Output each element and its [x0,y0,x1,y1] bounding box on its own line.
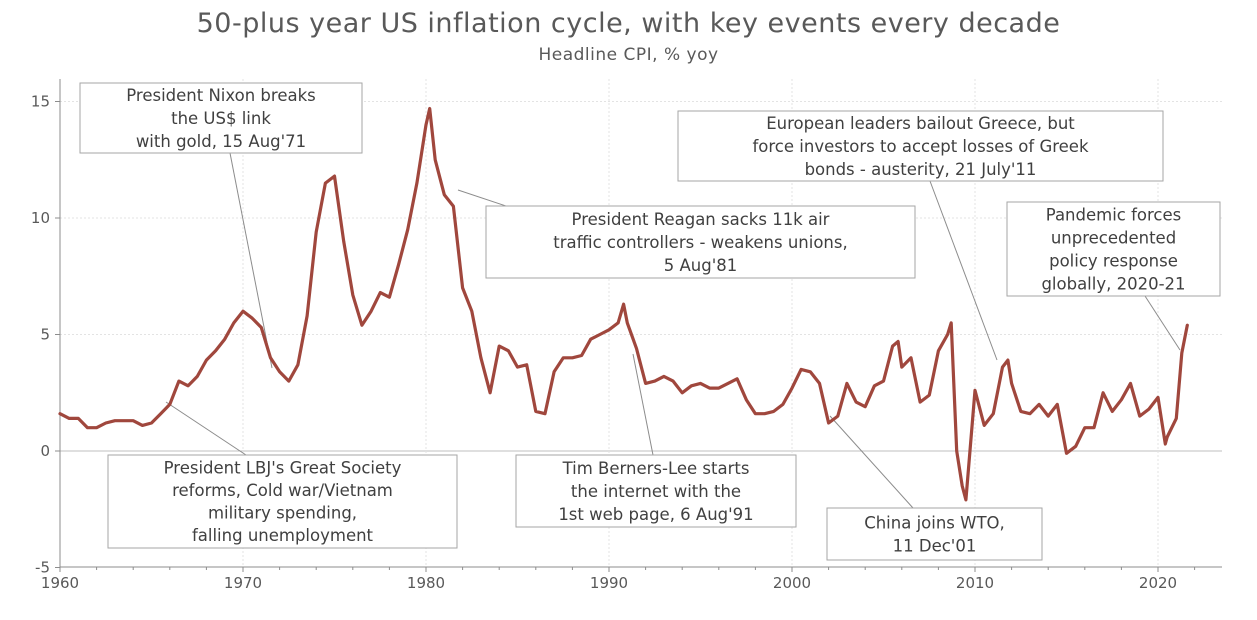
annotation-reagan-line: President Reagan sacks 11k air [572,210,830,229]
x-tick-label: 1960 [41,574,79,592]
grid-lines [60,79,1222,567]
annotation-nixon-leader [229,152,273,369]
annotation-nixon: President Nixon breaks the US$ link with g… [79,82,363,154]
y-tick-label: 10 [31,209,50,227]
annotation-nixon-box [79,82,363,154]
x-tick-label: 2020 [1139,574,1177,592]
annotation-greece-line: bonds - austerity, 21 July'11 [805,160,1037,179]
x-tick-label: 2000 [773,574,811,592]
annotation-lbj-line: reforms, Cold war/Vietnam [172,481,393,500]
annotation-lbj-line: falling unemployment [192,526,374,545]
annotation-lbj-line: military spending, [208,503,357,522]
annotation-greece-line: European leaders bailout Greece, but [766,114,1075,133]
x-tick-label: 1980 [407,574,445,592]
annotation-internet-line: 1st web page, 6 Aug'91 [558,505,753,524]
y-tick-label: 5 [40,326,50,344]
annotation-pandemic: Pandemic forces unprecedented policy respo… [1006,201,1221,297]
annotation-pandemic-line: policy response [1049,251,1178,270]
annotation-pandemic-line: Pandemic forces [1046,205,1182,224]
annotation-internet: Tim Berners-Lee starts the internet with … [515,454,797,528]
annotation-lbj-line: President LBJ's Great Society [164,458,402,477]
annotation-china-wto-box [826,507,1043,561]
x-tick-label: 2010 [956,574,994,592]
annotation-lbj: President LBJ's Great Society reforms, Co… [107,454,458,549]
annotation-greece-box [677,110,1164,182]
annotation-greece-leader [929,180,998,361]
annotation-internet-line: the internet with the [571,482,741,501]
annotation-reagan-line: traffic controllers - weakens unions, [553,233,847,252]
annotation-leader-lines [165,152,1181,509]
y-tick-label: -5 [35,559,50,577]
annotation-internet-box [515,454,797,528]
x-tick-label: 1990 [590,574,628,592]
chart-subtitle: Headline CPI, % yoy [538,45,719,65]
annotation-lbj-box [107,454,458,549]
annotation-reagan: President Reagan sacks 11k air traffic co… [485,205,916,279]
cpi-series [58,106,1189,502]
annotation-reagan-line: 5 Aug'81 [664,256,738,275]
annotation-china-wto-line: 11 Dec'01 [893,536,977,555]
annotation-internet-leader [632,353,654,456]
x-tick-label: 1970 [224,574,262,592]
annotation-reagan-leader [457,189,513,209]
annotation-greece: European leaders bailout Greece, but forc… [677,110,1164,182]
annotation-pandemic-line: globally, 2020-21 [1041,274,1185,293]
annotation-china-wto-leader [829,415,914,509]
annotation-greece-line: force investors to accept losses of Gree… [752,137,1088,156]
annotation-internet-line: Tim Berners-Lee starts [562,459,750,478]
annotation-china-wto-line: China joins WTO, [864,513,1005,532]
annotation-lbj-leader [165,401,247,456]
annotation-pandemic-line: unprecedented [1051,228,1176,247]
axes: -5 0 5 10 15 1960 1970 1980 1990 2000 2010 2020 [31,79,1222,592]
y-tick-label: 15 [31,93,50,111]
chart-title: 50-plus year US inflation cycle, with ke… [196,8,1061,39]
annotation-nixon-line: the US$ link [171,109,271,128]
annotation-boxes: President Nixon breaks the US$ link with g… [79,82,1221,561]
annotation-nixon-line: with gold, 15 Aug'71 [136,132,306,151]
y-tick-label: 0 [40,442,50,460]
annotation-reagan-box [485,205,916,279]
annotation-nixon-line: President Nixon breaks [126,86,316,105]
annotation-pandemic-leader [1144,295,1181,351]
annotation-china-wto: China joins WTO, 11 Dec'01 [826,507,1043,561]
cpi-line [58,106,1189,502]
annotation-pandemic-box [1006,201,1221,297]
